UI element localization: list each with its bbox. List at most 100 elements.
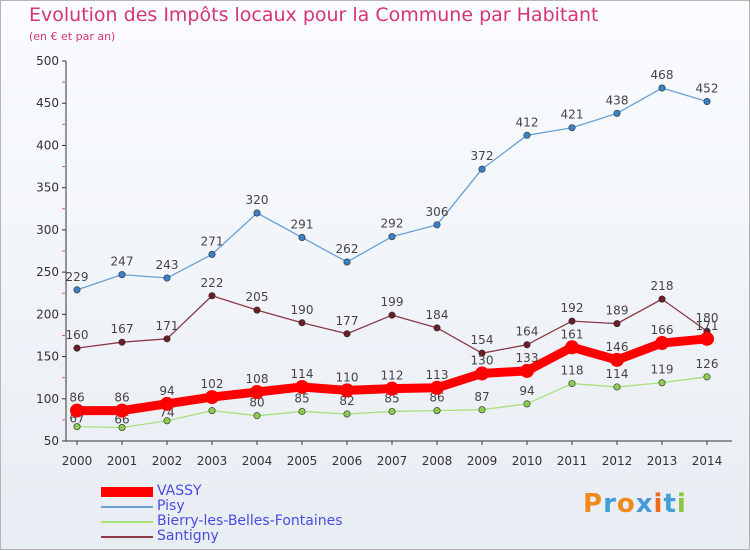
data-label: 421 [561,108,584,122]
data-label: 412 [516,115,539,129]
y-tick-label: 500 [36,54,59,68]
proxiti-logo: Proxiti [583,489,687,519]
x-tick-label: 2010 [512,454,543,468]
chart-subtitle: (en € et par an) [29,30,116,43]
data-label: 87 [474,390,489,404]
legend-label: Pisy [157,498,185,514]
x-tick-label: 2002 [152,454,183,468]
data-point [610,352,624,367]
data-point [73,344,81,352]
logo-letter: P [583,489,604,519]
data-point [388,407,396,415]
data-label: 190 [291,303,314,317]
data-label: 320 [246,193,269,207]
data-point [73,286,81,294]
data-point [340,383,354,398]
data-label: 113 [426,368,449,382]
data-label: 171 [696,319,719,333]
y-tick-label: 300 [36,223,59,237]
logo-letter: o [616,489,636,519]
series-vassy: 86 86 94 102 108 114 110 112 113 130 133 161 146 166 1… [69,319,718,418]
data-label: 102 [201,377,224,391]
x-tick-label: 2014 [692,454,723,468]
data-point [658,295,666,303]
data-point [433,407,441,415]
x-tick-label: 2004 [242,454,273,468]
data-point [655,336,669,351]
data-label: 468 [651,68,674,82]
data-point [568,124,576,132]
data-label: 205 [246,290,269,304]
data-label: 85 [384,391,399,405]
data-label: 166 [651,323,674,337]
data-label: 112 [381,369,404,383]
data-point [613,383,621,391]
data-point [70,403,84,418]
logo-letter: i [653,489,664,519]
legend-label: VASSY [157,483,202,499]
data-point [523,400,531,408]
data-label: 160 [66,328,89,342]
data-label: 229 [66,270,89,284]
data-point [520,363,534,378]
data-label: 126 [696,357,719,371]
data-point [523,341,531,349]
data-point [208,292,216,300]
x-tick-label: 2012 [602,454,633,468]
y-tick-label: 200 [36,307,59,321]
data-point [613,320,621,328]
data-label: 243 [156,258,179,272]
data-label: 218 [651,279,674,293]
data-point [298,233,306,241]
y-tick-label: 100 [36,392,59,406]
y-tick-label: 350 [36,181,59,195]
data-label: 86 [429,391,444,405]
data-label: 180 [696,311,719,325]
data-label: 438 [606,93,629,107]
data-label: 271 [201,234,224,248]
data-point [163,417,171,425]
data-point [658,379,666,387]
y-tick-label: 150 [36,350,59,364]
data-label: 118 [561,364,584,378]
y-tick-label: 450 [36,96,59,110]
data-label: 291 [291,217,314,231]
legend-swatch [101,536,153,538]
x-tick-label: 2011 [557,454,588,468]
data-label: 167 [111,322,134,336]
data-label: 114 [291,367,314,381]
logo-letter: t [663,489,677,519]
data-label: 247 [111,255,134,269]
y-tick-label: 50 [44,434,59,448]
data-point [703,373,711,381]
legend-swatch [101,506,153,508]
data-label: 86 [114,391,129,405]
x-tick-label: 2005 [287,454,318,468]
data-label: 452 [696,82,719,96]
data-label: 119 [651,363,674,377]
data-label: 161 [561,327,584,341]
data-point [253,306,261,314]
data-point [73,423,81,431]
data-point [658,84,666,92]
legend-swatch [101,521,153,523]
data-label: 94 [519,384,534,398]
data-point [343,410,351,418]
y-tick-label: 400 [36,138,59,152]
data-label: 108 [246,372,269,386]
data-point [523,131,531,139]
x-tick-label: 2009 [467,454,498,468]
legend-label: Bierry-les-Belles-Fontaines [157,513,343,529]
data-label: 82 [339,394,354,408]
data-point [298,407,306,415]
legend-label: Santigny [157,528,219,544]
data-point [205,390,219,405]
data-label: 262 [336,242,359,256]
data-label: 292 [381,217,404,231]
data-label: 130 [471,353,494,367]
data-point [295,379,309,394]
data-point [208,250,216,258]
data-point [343,258,351,266]
data-point [430,380,444,395]
data-label: 184 [426,308,449,322]
